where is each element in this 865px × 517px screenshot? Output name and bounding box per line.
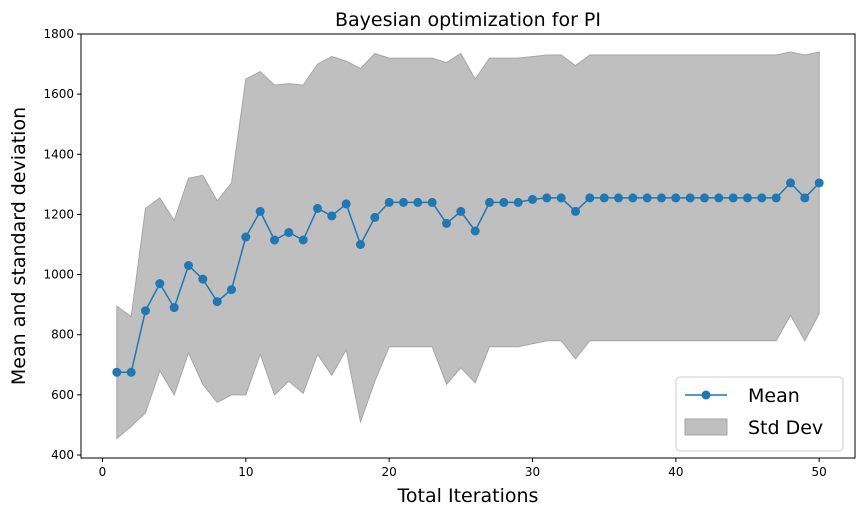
y-ticks: 400 600 800 1000 1200 1400 1600 1800 [43, 27, 81, 462]
mean-point [327, 211, 337, 221]
chart-title: Bayesian optimization for PI [335, 9, 601, 31]
mean-point [800, 193, 810, 203]
mean-point [255, 206, 265, 216]
mean-point [227, 285, 236, 295]
mean-point [284, 228, 294, 237]
mean-point [456, 206, 466, 216]
mean-point [671, 193, 681, 203]
x-ticks: 0 10 20 30 40 50 [99, 458, 827, 479]
mean-point [714, 193, 724, 203]
mean-point [585, 193, 595, 203]
mean-point [614, 193, 623, 203]
mean-point [599, 193, 609, 203]
mean-point [528, 194, 537, 204]
mean-point [341, 199, 351, 209]
y-tick-label: 400 [51, 448, 74, 462]
mean-point [657, 193, 666, 203]
std-dev-band [116, 51, 820, 440]
mean-point [628, 193, 638, 203]
mean-point [571, 206, 580, 216]
mean-point [212, 297, 222, 307]
mean-point [399, 197, 408, 207]
mean-point [743, 193, 752, 203]
mean-point [356, 240, 365, 249]
mean-point [427, 197, 437, 207]
mean-point [384, 197, 394, 207]
mean-point [814, 178, 824, 188]
mean-point [184, 261, 193, 270]
y-tick-label: 1000 [43, 268, 74, 282]
x-tick-label: 20 [382, 465, 397, 479]
mean-point [700, 193, 709, 203]
mean-point [757, 193, 767, 203]
mean-point [685, 193, 695, 203]
y-tick-label: 600 [51, 388, 74, 402]
mean-point [728, 193, 738, 203]
legend: Mean Std Dev [675, 376, 844, 452]
y-tick-label: 1600 [43, 87, 74, 101]
mean-point [141, 306, 150, 316]
mean-point [198, 274, 208, 284]
legend-mean-label: Mean [748, 385, 800, 407]
mean-point [126, 367, 136, 377]
mean-point [413, 197, 423, 207]
mean-point [513, 197, 523, 207]
mean-point [298, 235, 308, 245]
mean-point [470, 226, 480, 236]
mean-point [542, 193, 552, 203]
mean-point [442, 218, 451, 228]
x-axis-title: Total Iterations [397, 485, 539, 507]
mean-point [313, 203, 322, 213]
mean-point [270, 235, 279, 245]
mean-point [642, 193, 652, 203]
x-tick-label: 10 [238, 465, 253, 479]
mean-point [155, 279, 165, 289]
x-tick-label: 50 [812, 465, 827, 479]
mean-marker-layer [112, 178, 824, 377]
x-tick-label: 0 [99, 465, 107, 479]
mean-point [485, 197, 494, 207]
mean-point [112, 367, 122, 377]
x-tick-label: 30 [525, 465, 540, 479]
legend-mean-marker [701, 390, 711, 400]
mean-point [169, 303, 179, 313]
y-axis-title: Mean and standard deviation [8, 107, 30, 385]
y-tick-label: 1200 [43, 207, 74, 221]
x-tick-label: 40 [668, 465, 683, 479]
y-tick-label: 1400 [43, 147, 74, 161]
mean-point [370, 212, 380, 222]
y-tick-label: 800 [51, 328, 74, 342]
mean-point [241, 232, 251, 242]
legend-std-dev-label: Std Dev [748, 417, 823, 439]
mean-point [771, 193, 781, 203]
plot-frame [80, 33, 856, 459]
std-dev-band-layer [116, 51, 820, 440]
mean-point [786, 178, 795, 188]
mean-point [556, 193, 566, 203]
mean-point [499, 197, 509, 207]
y-tick-label: 1800 [43, 27, 74, 41]
legend-std-dev-swatch [684, 418, 728, 436]
